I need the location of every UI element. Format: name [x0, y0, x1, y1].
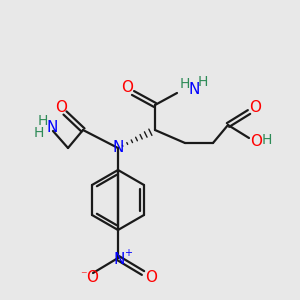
Text: H: H	[198, 75, 208, 89]
Text: O: O	[249, 100, 261, 115]
Text: O: O	[86, 269, 98, 284]
Text: H: H	[262, 133, 272, 147]
Text: N: N	[46, 121, 58, 136]
Text: O: O	[250, 134, 262, 149]
Text: N: N	[188, 82, 200, 97]
Text: O: O	[121, 80, 133, 95]
Text: ⁻: ⁻	[80, 269, 86, 283]
Text: H: H	[38, 114, 48, 128]
Text: N: N	[112, 140, 124, 155]
Text: O: O	[145, 269, 157, 284]
Text: O: O	[55, 100, 67, 115]
Text: N: N	[113, 251, 125, 266]
Text: +: +	[124, 248, 132, 258]
Text: H: H	[180, 77, 190, 91]
Text: H: H	[34, 126, 44, 140]
